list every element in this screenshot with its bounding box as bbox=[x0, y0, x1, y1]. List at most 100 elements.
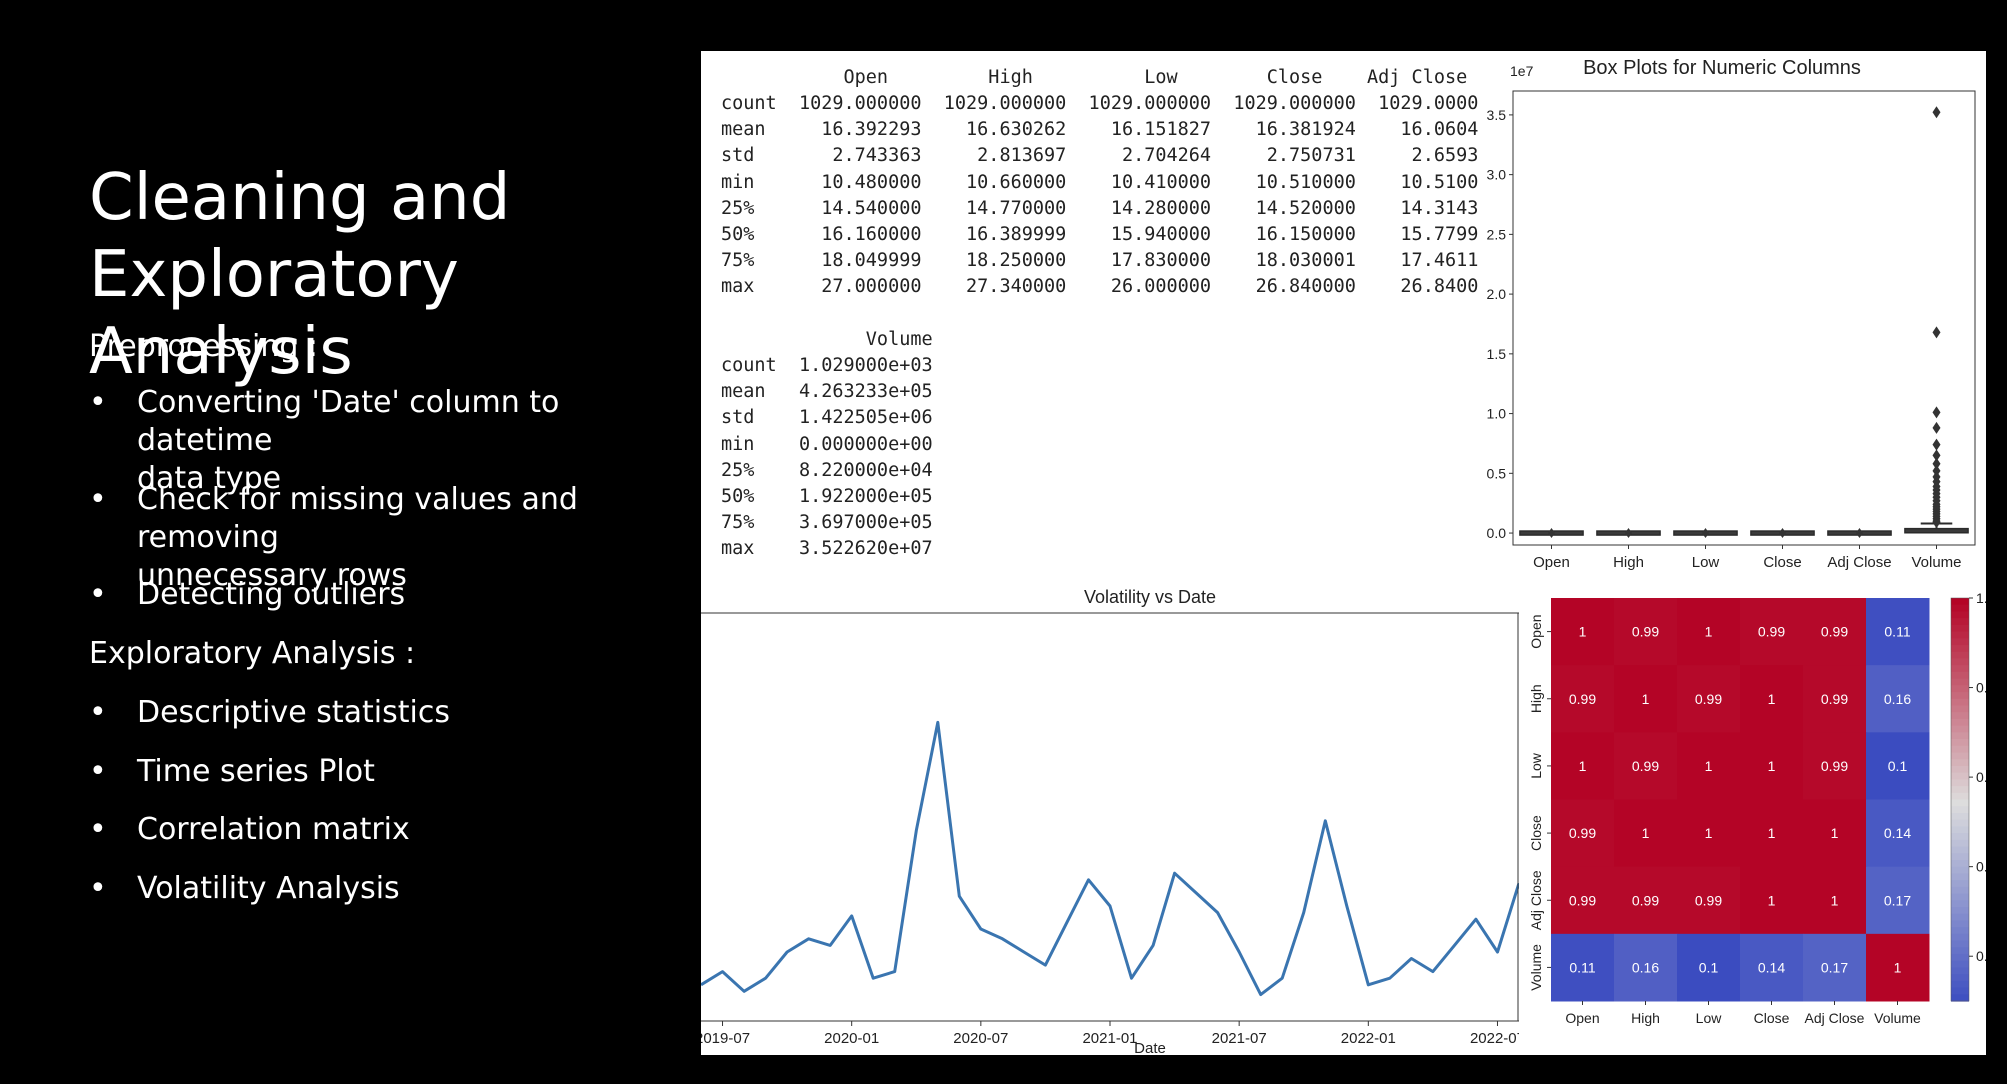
heatmap-cell bbox=[1551, 665, 1615, 733]
x-tick-label: Open bbox=[1533, 554, 1570, 571]
slide-title-line1: Cleaning and bbox=[89, 161, 511, 235]
heatmap-cell-label: 0.99 bbox=[1821, 758, 1848, 774]
heatmap-cell bbox=[1740, 598, 1804, 666]
colorbar-segment bbox=[1951, 806, 1969, 814]
colorbar-segment bbox=[1951, 853, 1969, 861]
colorbar-segment bbox=[1951, 725, 1969, 733]
heatmap-cell-label: 0.99 bbox=[1695, 892, 1722, 908]
heatmap-cell bbox=[1551, 598, 1615, 666]
colorbar-segment bbox=[1951, 759, 1969, 767]
x-tick-label: 2022-07 bbox=[1470, 1030, 1519, 1047]
heatmap-cell-label: 0.99 bbox=[1821, 624, 1848, 640]
colorbar-segment bbox=[1951, 752, 1969, 760]
colorbar-tick-label: 0.4 bbox=[1976, 859, 1986, 875]
bullet-icon: • bbox=[89, 695, 107, 730]
box-outlier bbox=[1932, 516, 1941, 529]
heatmap-cell bbox=[1614, 933, 1678, 1002]
table-row: 50% 16.160000 16.389999 15.940000 16.150… bbox=[721, 224, 1501, 245]
volatility-xlabel: Date bbox=[1134, 1040, 1166, 1055]
describe-table-panel: Open High Low Close Adj Close count 1029… bbox=[701, 51, 1501, 578]
colorbar-segment bbox=[1951, 947, 1969, 955]
colorbar-segment bbox=[1951, 927, 1969, 935]
colorbar-segment bbox=[1951, 826, 1969, 834]
bullet-text-line2: unnecessary rows bbox=[137, 558, 407, 593]
heatmap-cell bbox=[1803, 799, 1867, 868]
heatmap-cell bbox=[1866, 866, 1930, 935]
heatmap-cell-label: 1 bbox=[1642, 825, 1650, 841]
heatmap-cell bbox=[1677, 799, 1741, 868]
heatmap-cell bbox=[1803, 732, 1867, 800]
bullet-text-line1: Detecting outliers bbox=[137, 577, 406, 612]
heatmap-cell-label: 0.14 bbox=[1758, 959, 1785, 975]
boxplot-scale-label: 1e7 bbox=[1510, 63, 1534, 79]
colorbar-segment bbox=[1951, 799, 1969, 807]
heatmap-col-label: Close bbox=[1754, 1010, 1790, 1026]
bullet-icon: • bbox=[89, 812, 107, 847]
heatmap-cell-label: 1 bbox=[1768, 825, 1776, 841]
colorbar-segment bbox=[1951, 779, 1969, 787]
heatmap-cell-label: 1 bbox=[1705, 825, 1713, 841]
heatmap-cell-label: 1 bbox=[1579, 758, 1587, 774]
table-row: max 27.000000 27.340000 26.000000 26.840… bbox=[721, 276, 1501, 298]
box-outlier bbox=[1779, 528, 1786, 539]
exploratory-heading: Exploratory Analysis : bbox=[89, 636, 416, 671]
bullet-text-line2: data type bbox=[137, 461, 282, 496]
colorbar-segment bbox=[1951, 839, 1969, 848]
heatmap-cell bbox=[1803, 665, 1867, 733]
x-tick-label: High bbox=[1613, 554, 1644, 571]
colorbar-segment bbox=[1951, 960, 1969, 969]
heatmap-cell-label: 0.99 bbox=[1569, 892, 1596, 908]
box-outlier bbox=[1856, 528, 1863, 539]
heatmap-cell bbox=[1551, 799, 1615, 868]
x-tick-label: 2020-01 bbox=[824, 1030, 879, 1047]
colorbar-segment bbox=[1951, 920, 1969, 928]
colorbar-segment bbox=[1951, 598, 1969, 606]
boxplot-frame bbox=[1512, 90, 1976, 546]
heatmap-cell-label: 0.1 bbox=[1888, 758, 1908, 774]
bullet-icon: • bbox=[89, 754, 107, 789]
x-tick-label: 2020-07 bbox=[953, 1030, 1008, 1047]
heatmap-cell bbox=[1740, 933, 1804, 1002]
colorbar-segment bbox=[1951, 873, 1969, 881]
colorbar-segment bbox=[1951, 812, 1969, 821]
x-tick-label: Close bbox=[1763, 554, 1801, 571]
y-tick-label: 2.5 bbox=[1487, 226, 1507, 242]
heatmap-cell bbox=[1740, 732, 1804, 800]
heatmap-cell-label: 0.16 bbox=[1632, 959, 1659, 975]
y-tick-label: 3.0 bbox=[1487, 167, 1507, 183]
box-outlier bbox=[1625, 528, 1632, 539]
colorbar-segment bbox=[1951, 685, 1969, 693]
y-tick-label: 2.0 bbox=[1487, 286, 1507, 302]
x-tick-label: 2022-01 bbox=[1341, 1030, 1396, 1047]
colorbar-segment bbox=[1951, 974, 1969, 982]
colorbar-segment bbox=[1951, 638, 1969, 646]
colorbar-segment bbox=[1951, 792, 1969, 801]
box-volume bbox=[1904, 527, 1969, 534]
volatility-chart: Volatility vs Date Date 2019-07 2020-01 20… bbox=[695, 587, 1525, 1057]
heatmap-cell-label: 0.99 bbox=[1569, 825, 1596, 841]
heatmap-cell-label: 0.17 bbox=[1821, 959, 1848, 975]
heatmap-cell bbox=[1677, 665, 1741, 733]
colorbar-segment bbox=[1951, 671, 1969, 680]
colorbar-segment bbox=[1951, 786, 1969, 794]
heatmap-cell bbox=[1551, 866, 1615, 935]
colorbar-segment bbox=[1951, 833, 1969, 841]
heatmap-cell-label: 0.1 bbox=[1699, 959, 1719, 975]
heatmap-cell-label: 1 bbox=[1642, 691, 1650, 707]
heatmap-cell-label: 0.99 bbox=[1632, 758, 1659, 774]
colorbar-segment bbox=[1951, 987, 1969, 995]
table-row: 75% 3.697000e+05 bbox=[721, 512, 933, 534]
heatmap-cell-label: 1 bbox=[1831, 825, 1839, 841]
box-outlier bbox=[1932, 421, 1941, 434]
colorbar-segment bbox=[1951, 732, 1969, 740]
colorbar-segment bbox=[1951, 611, 1969, 619]
heatmap-cell-label: 1 bbox=[1768, 892, 1776, 908]
colorbar-segment bbox=[1951, 631, 1969, 639]
bullet-icon: • bbox=[89, 385, 107, 420]
heatmap-cell-label: 1 bbox=[1894, 959, 1902, 975]
volatility-line bbox=[700, 720, 1521, 997]
colorbar-segment bbox=[1951, 618, 1969, 626]
colorbar-segment bbox=[1951, 900, 1969, 908]
table-row: min 0.000000e+00 bbox=[721, 433, 933, 455]
x-tick-label: 2019-07 bbox=[701, 1030, 750, 1047]
